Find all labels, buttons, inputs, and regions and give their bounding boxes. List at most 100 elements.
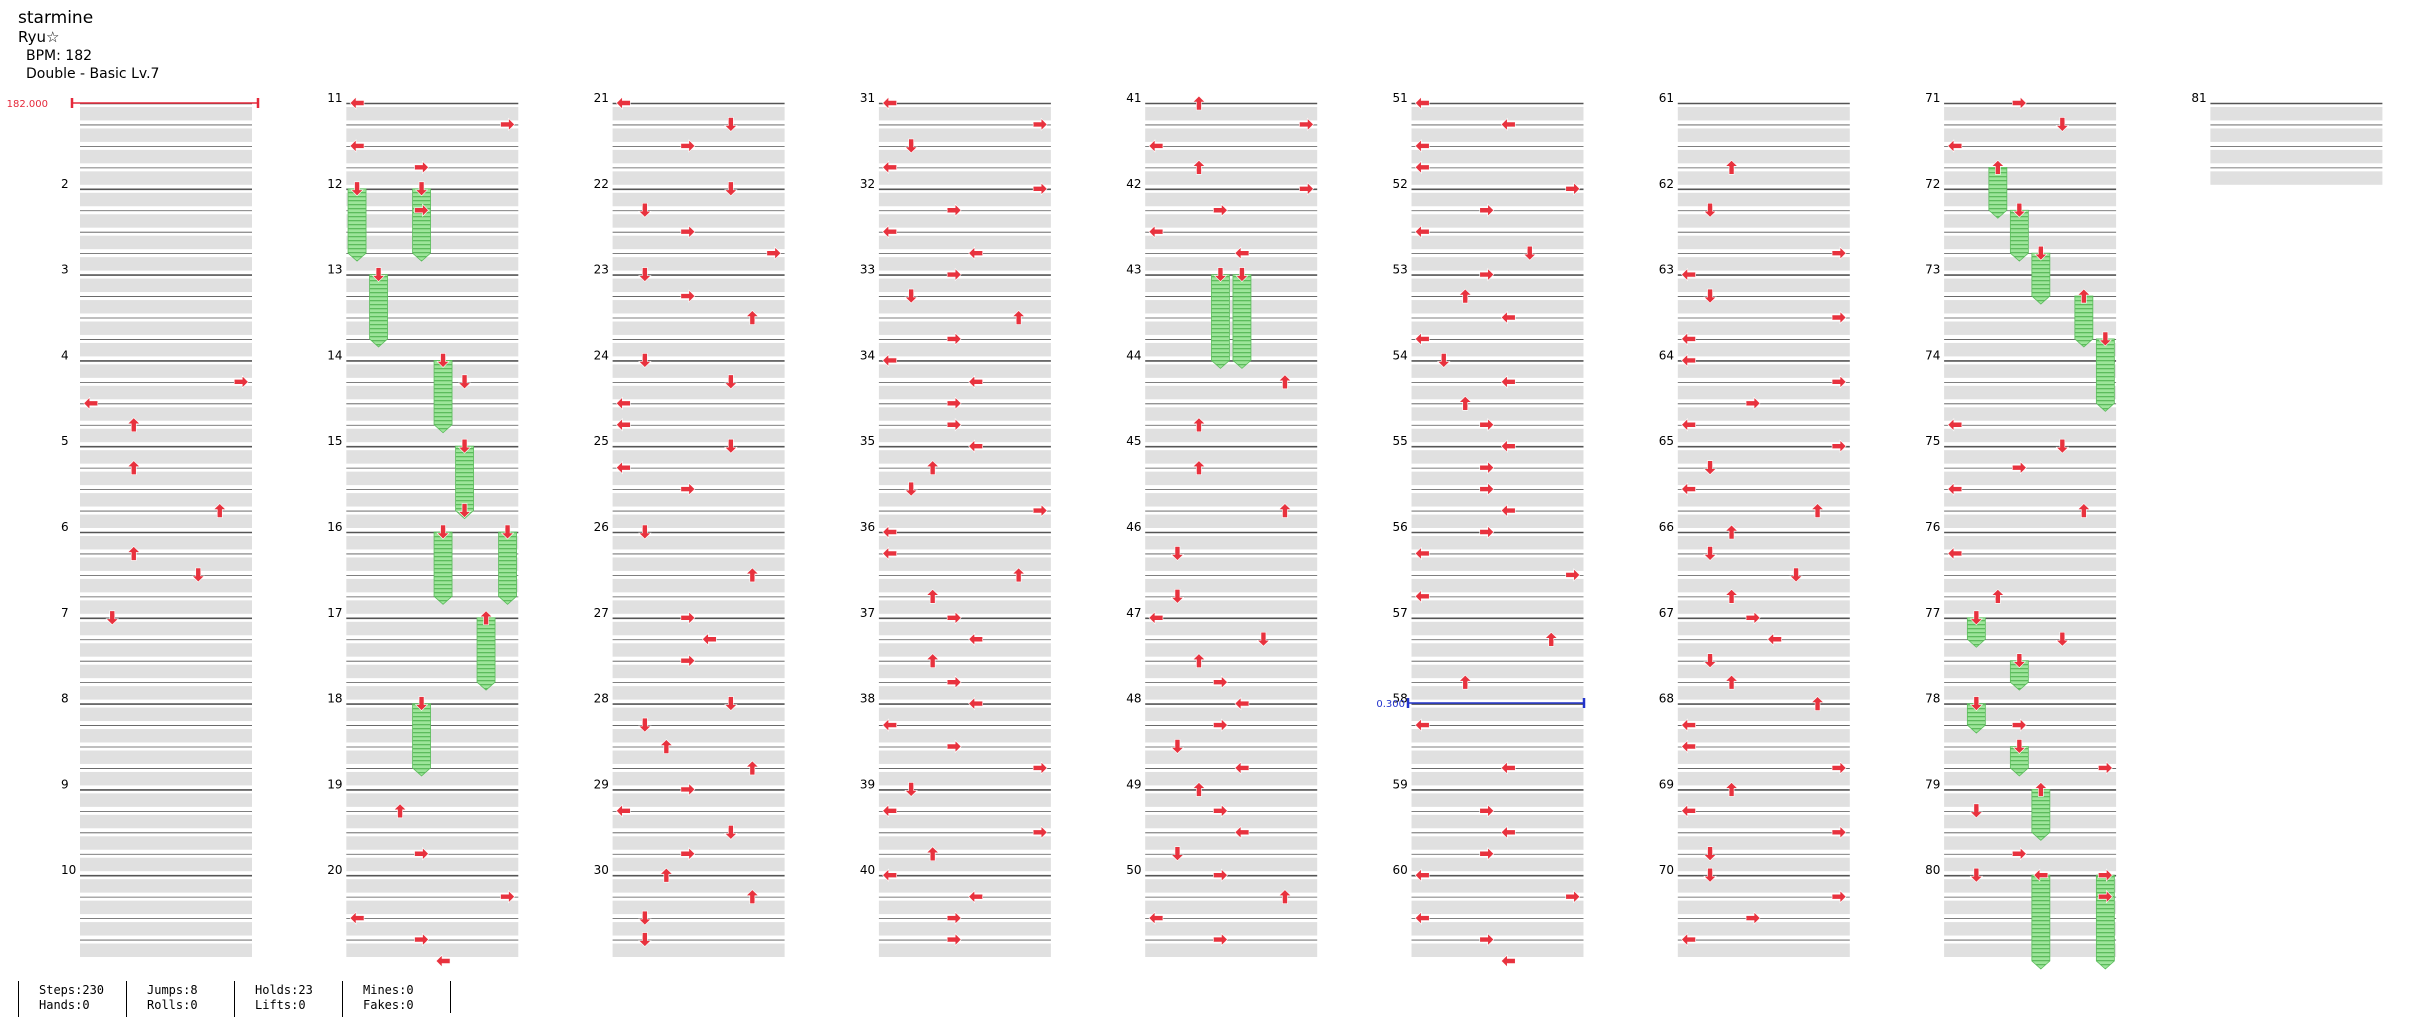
row-band — [1411, 514, 1584, 528]
row-band — [80, 836, 252, 850]
arrow-note — [349, 96, 365, 110]
measure-number: 40 — [860, 863, 875, 877]
arrow-note — [1681, 332, 1696, 346]
row-band — [1145, 621, 1318, 636]
tap-notes — [83, 95, 2113, 968]
arrow-note — [615, 460, 631, 475]
row-band — [1411, 342, 1584, 357]
row-band — [1411, 300, 1584, 314]
row-band — [80, 128, 252, 142]
measure-number: 13 — [327, 263, 342, 277]
row-band — [878, 621, 1051, 636]
measure-number: 75 — [1925, 434, 1940, 448]
measure-number: 55 — [1393, 434, 1408, 448]
row-band — [1677, 707, 1850, 722]
row-band — [612, 771, 785, 786]
row-band — [1411, 600, 1584, 614]
arrow-note — [1148, 224, 1164, 239]
measure-number: 27 — [594, 606, 609, 620]
hold-body — [412, 703, 431, 777]
row-band — [1677, 536, 1850, 550]
row-band — [1944, 214, 2117, 228]
row-band — [1677, 450, 1850, 464]
arrow-note — [2055, 438, 2070, 454]
measure-number: 29 — [594, 777, 609, 791]
row-band — [878, 943, 1051, 957]
measure-number: 8 — [61, 692, 69, 706]
arrow-note — [638, 717, 652, 733]
row-band — [1677, 643, 1850, 657]
row-band — [878, 214, 1051, 228]
measure-number: 36 — [860, 520, 875, 534]
row-band — [80, 793, 252, 807]
arrow-note — [1192, 95, 1206, 111]
row-band — [1411, 621, 1584, 636]
arrow-note — [701, 632, 717, 646]
measure-number: 21 — [594, 91, 609, 105]
row-band — [612, 321, 785, 335]
row-band — [1145, 686, 1318, 700]
row-band — [612, 750, 785, 764]
arrow-note — [393, 803, 407, 819]
arrow-note — [1234, 761, 1250, 775]
measure-number: 52 — [1393, 177, 1408, 191]
arrow-note — [1213, 675, 1228, 689]
row-band — [1944, 943, 2117, 957]
hold-body — [2095, 874, 2115, 970]
measure-number: 81 — [2191, 91, 2206, 105]
measure-number: 41 — [1126, 91, 1141, 105]
arrow-note — [1414, 868, 1430, 882]
measure-number: 68 — [1659, 692, 1674, 706]
row-band — [1944, 493, 2117, 507]
hold-body — [498, 531, 517, 605]
arrow-note — [1703, 202, 1717, 218]
measure-number: 15 — [327, 434, 342, 448]
arrow-note — [946, 675, 962, 689]
row-band — [1944, 149, 2117, 164]
row-band — [878, 342, 1051, 357]
arrow-note — [968, 696, 983, 711]
row-band — [1145, 643, 1318, 657]
row-band — [1944, 836, 2117, 850]
row-band — [1944, 771, 2117, 786]
arrow-note — [500, 117, 515, 132]
arrow-note — [2012, 847, 2027, 861]
measure-number: 49 — [1126, 777, 1141, 791]
arrow-note — [724, 824, 738, 840]
row-band — [80, 192, 252, 207]
row-band — [1411, 321, 1584, 335]
row-band — [878, 814, 1051, 829]
arrow-note — [2012, 96, 2027, 110]
arrow-note — [1278, 889, 1292, 904]
arrow-note — [615, 804, 631, 818]
arrow-note — [2012, 718, 2027, 732]
row-band — [1944, 257, 2117, 271]
row-band — [1411, 428, 1584, 443]
hold-head-arrow — [1991, 159, 2005, 175]
measure-number: 54 — [1393, 348, 1408, 362]
hold-body — [2031, 874, 2051, 970]
hold-body — [1232, 274, 1252, 369]
stat-lifts: Lifts:0 — [255, 998, 306, 1012]
hold-head-arrow — [2034, 781, 2048, 797]
row-band — [1677, 900, 1850, 915]
row-band — [1944, 471, 2117, 486]
hold-head-arrow — [479, 610, 493, 626]
arrow-note — [659, 867, 674, 883]
arrow-note — [1500, 503, 1516, 518]
arrow-note — [724, 181, 738, 197]
row-band — [1145, 428, 1318, 443]
hold-head-arrow — [457, 438, 472, 454]
row-band — [612, 107, 785, 121]
row-band — [612, 600, 785, 614]
stats-group: Steps:230 Hands:0 — [18, 981, 126, 1017]
row-band — [346, 235, 519, 250]
row-band — [878, 428, 1051, 443]
arrow-note — [1681, 739, 1696, 754]
row-band — [2210, 171, 2383, 185]
row-band — [1677, 493, 1850, 507]
row-band — [878, 771, 1051, 786]
measure-number: 50 — [1126, 863, 1141, 877]
row-band — [346, 686, 519, 700]
bpm-change-label: 182.000 — [7, 99, 48, 110]
